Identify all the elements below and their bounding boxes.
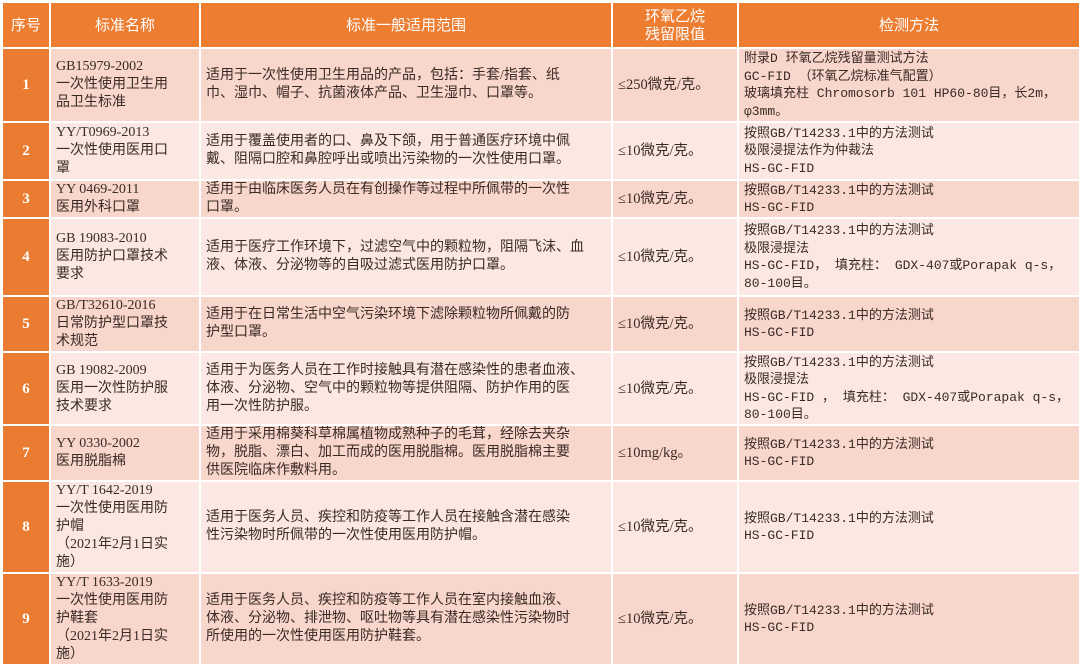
row-number: 3	[1, 179, 51, 219]
table-row: 9 YY/T 1633-2019 一次性使用医用防 护鞋套 （2021年2月1日实…	[1, 572, 1080, 666]
residue-limit: ≤10微克/克。	[611, 121, 739, 181]
test-method: 按照GB/T14233.1中的方法测试 HS-GC-FID	[737, 179, 1080, 219]
scope-text: 适用于医务人员、疾控和防疫等工作人员在接触含潜在感染 性污染物时所佩带的一次性使…	[199, 480, 613, 574]
table-row: 8 YY/T 1642-2019 一次性使用医用防 护帽 （2021年2月1日实 …	[1, 480, 1080, 574]
residue-limit: ≤250微克/克。	[611, 47, 739, 123]
residue-limit: ≤10微克/克。	[611, 295, 739, 353]
row-number: 6	[1, 351, 51, 426]
table-row: 6 GB 19082-2009 医用一次性防护服 技术要求 适用于为医务人员在工作时…	[1, 351, 1080, 426]
scope-text: 适用于由临床医务人员在有创操作等过程中所佩带的一次性 口罩。	[199, 179, 613, 219]
test-method: 按照GB/T14233.1中的方法测试 极限浸提法 HS-GC-FID ， 填充…	[737, 351, 1080, 426]
test-method: 按照GB/T14233.1中的方法测试 HS-GC-FID	[737, 480, 1080, 574]
scope-text: 适用于医疗工作环境下，过滤空气中的颗粒物，阻隔飞沫、血 液、体液、分泌物等的自吸…	[199, 217, 613, 297]
header-row: 序号 标准名称 标准一般适用范围 环氧乙烷 残留限值 检测方法	[1, 1, 1080, 49]
standard-name: YY/T 1642-2019 一次性使用医用防 护帽 （2021年2月1日实 施…	[49, 480, 201, 574]
row-number: 1	[1, 47, 51, 123]
row-number: 8	[1, 480, 51, 574]
row-number: 7	[1, 424, 51, 482]
header-index: 序号	[1, 1, 51, 49]
test-method: 按照GB/T14233.1中的方法测试 HS-GC-FID	[737, 572, 1080, 666]
test-method: 按照GB/T14233.1中的方法测试 HS-GC-FID	[737, 424, 1080, 482]
table-row: 5 GB/T32610-2016 日常防护型口罩技 术规范 适用于在日常生活中空气污…	[1, 295, 1080, 353]
residue-limit: ≤10微克/克。	[611, 351, 739, 426]
standard-name: YY/T 1633-2019 一次性使用医用防 护鞋套 （2021年2月1日实 …	[49, 572, 201, 666]
table-row: 1 GB15979-2002 一次性使用卫生用 品卫生标准 适用于一次性使用卫生用品…	[1, 47, 1080, 123]
residue-limit: ≤10微克/克。	[611, 217, 739, 297]
row-number: 2	[1, 121, 51, 181]
scope-text: 适用于一次性使用卫生用品的产品，包括：手套/指套、纸 巾、湿巾、帽子、抗菌液体产…	[199, 47, 613, 123]
test-method: 附录D 环氧乙烷残留量测试方法 GC-FID （环氧乙烷标准气配置） 玻璃填充柱…	[737, 47, 1080, 123]
row-number: 9	[1, 572, 51, 666]
standard-name: GB/T32610-2016 日常防护型口罩技 术规范	[49, 295, 201, 353]
scope-text: 适用于为医务人员在工作时接触具有潜在感染性的患者血液、 体液、分泌物、空气中的颗…	[199, 351, 613, 426]
row-number: 4	[1, 217, 51, 297]
test-method: 按照GB/T14233.1中的方法测试 极限浸提法 HS-GC-FID， 填充柱…	[737, 217, 1080, 297]
header-residue-limit: 环氧乙烷 残留限值	[611, 1, 739, 49]
table-row: 4 GB 19083-2010 医用防护口罩技术 要求 适用于医疗工作环境下，过滤空…	[1, 217, 1080, 297]
table-row: 7 YY 0330-2002 医用脱脂棉 适用于采用棉葵科草棉属植物成熟种子的毛茸，…	[1, 424, 1080, 482]
row-number: 5	[1, 295, 51, 353]
residue-limit: ≤10微克/克。	[611, 179, 739, 219]
scope-text: 适用于在日常生活中空气污染环境下滤除颗粒物所佩戴的防 护型口罩。	[199, 295, 613, 353]
header-standard-name: 标准名称	[49, 1, 201, 49]
scope-text: 适用于覆盖使用者的口、鼻及下颌，用于普通医疗环境中佩 戴、阻隔口腔和鼻腔呼出或喷…	[199, 121, 613, 181]
residue-limit: ≤10微克/克。	[611, 480, 739, 574]
standard-name: YY 0469-2011 医用外科口罩	[49, 179, 201, 219]
residue-limit: ≤10mg/kg。	[611, 424, 739, 482]
residue-limit: ≤10微克/克。	[611, 572, 739, 666]
standard-name: GB 19083-2010 医用防护口罩技术 要求	[49, 217, 201, 297]
standard-name: GB 19082-2009 医用一次性防护服 技术要求	[49, 351, 201, 426]
table-row: 2 YY/T0969-2013 一次性使用医用口 罩适用于覆盖使用者的口、鼻及下颌…	[1, 121, 1080, 181]
test-method: 按照GB/T14233.1中的方法测试 HS-GC-FID	[737, 295, 1080, 353]
scope-text: 适用于医务人员、疾控和防疫等工作人员在室内接触血液、 体液、分泌物、排泄物、呕吐…	[199, 572, 613, 666]
standard-name: YY 0330-2002 医用脱脂棉	[49, 424, 201, 482]
scope-text: 适用于采用棉葵科草棉属植物成熟种子的毛茸，经除去夹杂 物，脱脂、漂白、加工而成的…	[199, 424, 613, 482]
test-method: 按照GB/T14233.1中的方法测试 极限浸提法作为仲裁法 HS-GC-FID	[737, 121, 1080, 181]
standard-name: GB15979-2002 一次性使用卫生用 品卫生标准	[49, 47, 201, 123]
header-scope: 标准一般适用范围	[199, 1, 613, 49]
table-row: 3 YY 0469-2011 医用外科口罩 适用于由临床医务人员在有创操作等过程中所…	[1, 179, 1080, 219]
standard-name: YY/T0969-2013 一次性使用医用口 罩	[49, 121, 201, 181]
header-test-method: 检测方法	[737, 1, 1080, 49]
